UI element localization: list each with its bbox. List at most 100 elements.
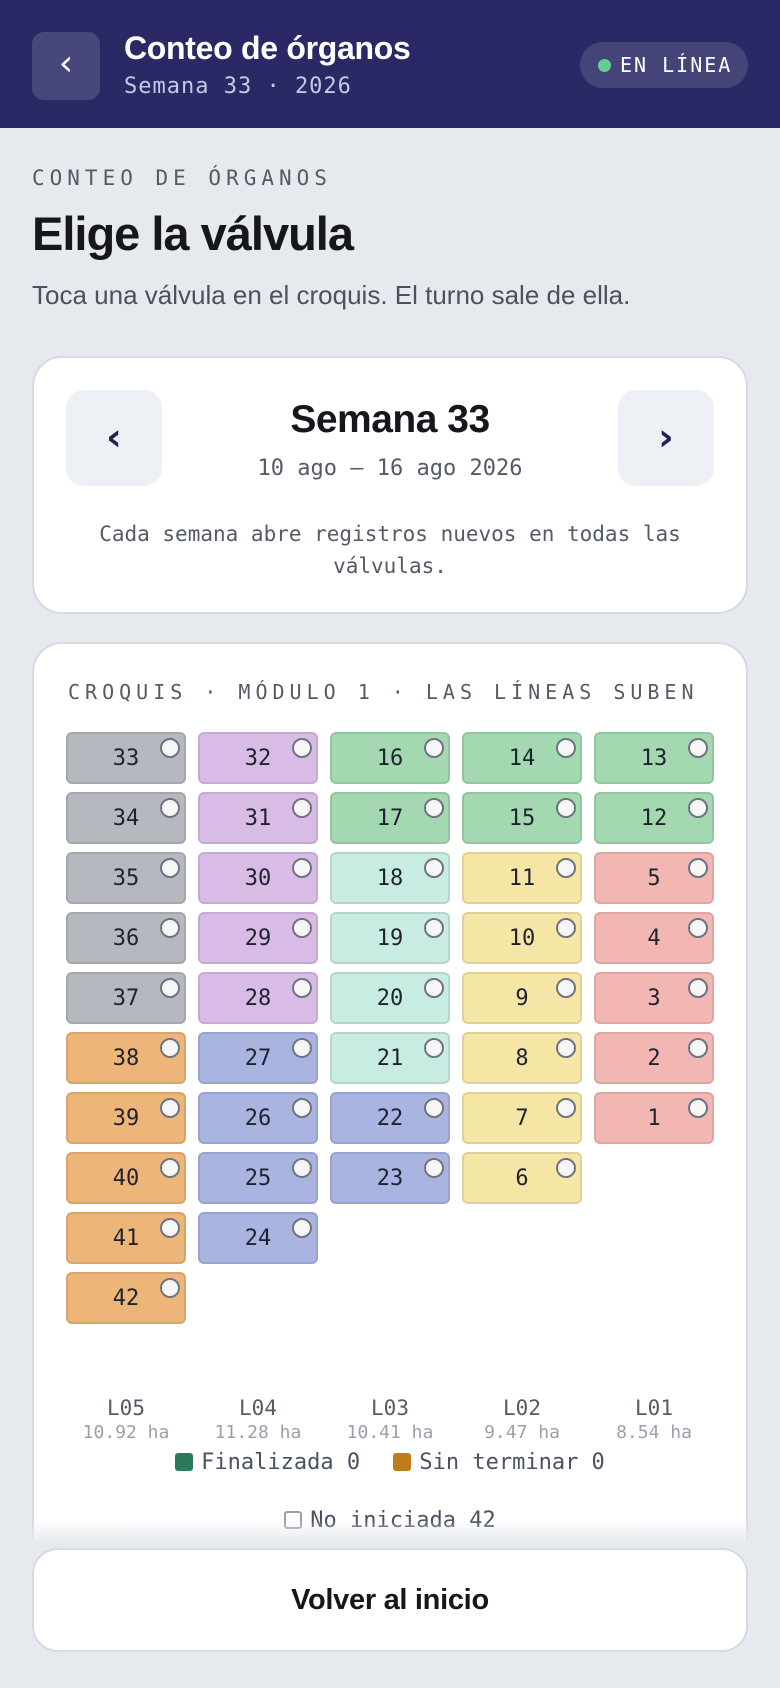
valve-number: 27 — [244, 1046, 272, 1071]
line-area-label: 10.92 ha — [82, 1422, 170, 1443]
valve-tile[interactable]: 3 — [594, 972, 714, 1024]
valve-tile[interactable]: 16 — [330, 732, 450, 784]
valve-tile[interactable]: 30 — [198, 852, 318, 904]
valve-tile[interactable]: 8 — [462, 1032, 582, 1084]
valve-tile[interactable]: 6 — [462, 1152, 582, 1204]
online-dot-icon — [598, 59, 611, 72]
week-date-range: 10 ago – 16 ago 2026 — [257, 456, 523, 481]
page-lead: Toca una válvula en el croquis. El turno… — [32, 280, 631, 310]
valve-tile[interactable]: 41 — [66, 1212, 186, 1264]
valve-tile[interactable]: 29 — [198, 912, 318, 964]
line-id-label: L03 — [371, 1396, 409, 1420]
status-ring-icon — [160, 798, 180, 818]
app-title: Conteo de órganos — [124, 30, 411, 66]
status-ring-icon — [424, 918, 444, 938]
valve-tile[interactable]: 14 — [462, 732, 582, 784]
valve-tile[interactable]: 35 — [66, 852, 186, 904]
status-ring-icon — [424, 1158, 444, 1178]
line-id-label: L04 — [239, 1396, 277, 1420]
valve-tile[interactable]: 37 — [66, 972, 186, 1024]
valve-tile[interactable]: 36 — [66, 912, 186, 964]
status-ring-icon — [556, 858, 576, 878]
status-ring-icon — [160, 1158, 180, 1178]
valve-tile[interactable]: 40 — [66, 1152, 186, 1204]
valve-number: 8 — [515, 1046, 529, 1071]
valve-number: 23 — [376, 1166, 404, 1191]
valve-tile[interactable]: 34 — [66, 792, 186, 844]
status-ring-icon — [424, 1038, 444, 1058]
legend-done-label: Finalizada 0 — [201, 1450, 361, 1475]
valve-tile[interactable]: 7 — [462, 1092, 582, 1144]
valve-tile[interactable]: 9 — [462, 972, 582, 1024]
valve-tile[interactable]: 25 — [198, 1152, 318, 1204]
valve-tile[interactable]: 5 — [594, 852, 714, 904]
valve-tile[interactable]: 19 — [330, 912, 450, 964]
valve-tile[interactable]: 1 — [594, 1092, 714, 1144]
valve-tile[interactable]: 33 — [66, 732, 186, 784]
legend-partial-label: Sin terminar 0 — [419, 1450, 605, 1475]
status-badge: EN LÍNEA — [580, 42, 748, 88]
valve-tile[interactable]: 24 — [198, 1212, 318, 1264]
line-area-label: 8.54 ha — [616, 1422, 692, 1443]
valve-number: 31 — [244, 806, 272, 831]
page-title: Elige la válvula — [32, 207, 354, 260]
valve-map: CROQUIS · MÓDULO 1 · LAS LÍNEAS SUBEN 33… — [32, 642, 748, 1688]
valve-tile[interactable]: 32 — [198, 732, 318, 784]
valve-number: 10 — [508, 926, 536, 951]
valve-tile[interactable]: 18 — [330, 852, 450, 904]
valve-number: 6 — [515, 1166, 529, 1191]
valve-number: 13 — [640, 746, 668, 771]
valve-tile[interactable]: 28 — [198, 972, 318, 1024]
week-selector: ‹ Semana 33 10 ago – 16 ago 2026 › Cada … — [32, 356, 748, 614]
back-button[interactable]: ‹ — [32, 32, 100, 100]
week-note: Cada semana abre registros nuevos en tod… — [99, 522, 681, 578]
valve-tile[interactable]: 4 — [594, 912, 714, 964]
home-button[interactable]: Volver al inicio — [32, 1548, 748, 1652]
valve-tile[interactable]: 31 — [198, 792, 318, 844]
status-ring-icon — [292, 1158, 312, 1178]
valve-tile[interactable]: 11 — [462, 852, 582, 904]
valve-tile[interactable]: 23 — [330, 1152, 450, 1204]
status-ring-icon — [292, 1218, 312, 1238]
status-ring-icon — [292, 978, 312, 998]
valve-tile[interactable]: 38 — [66, 1032, 186, 1084]
valve-tile[interactable]: 13 — [594, 732, 714, 784]
valve-tile[interactable]: 20 — [330, 972, 450, 1024]
valve-number: 22 — [376, 1106, 404, 1131]
next-week-button[interactable]: › — [618, 390, 714, 486]
status-ring-icon — [160, 1038, 180, 1058]
valve-tile[interactable]: 21 — [330, 1032, 450, 1084]
valve-tile[interactable]: 10 — [462, 912, 582, 964]
valve-tile[interactable]: 15 — [462, 792, 582, 844]
status-ring-icon — [160, 1098, 180, 1118]
valve-tile[interactable]: 22 — [330, 1092, 450, 1144]
valve-tile[interactable]: 27 — [198, 1032, 318, 1084]
status-ring-icon — [160, 1278, 180, 1298]
map-heading: CROQUIS · MÓDULO 1 · LAS LÍNEAS SUBEN — [68, 680, 699, 704]
status-ring-icon — [292, 798, 312, 818]
valve-tile[interactable]: 17 — [330, 792, 450, 844]
valve-number: 21 — [376, 1046, 404, 1071]
valve-number: 7 — [515, 1106, 529, 1131]
valve-number: 36 — [112, 926, 140, 951]
valve-tile[interactable]: 42 — [66, 1272, 186, 1324]
valve-tile[interactable]: 2 — [594, 1032, 714, 1084]
status-ring-icon — [688, 858, 708, 878]
previous-week-button[interactable]: ‹ — [66, 390, 162, 486]
line-id-label: L05 — [107, 1396, 145, 1420]
status-ring-icon — [556, 918, 576, 938]
top-bar: ‹ Conteo de órganos Semana 33 · 2026 EN … — [0, 0, 780, 128]
status-ring-icon — [424, 858, 444, 878]
status-ring-icon — [424, 738, 444, 758]
week-title: Semana 33 — [290, 398, 490, 441]
valve-tile[interactable]: 26 — [198, 1092, 318, 1144]
valve-number: 40 — [112, 1166, 140, 1191]
valve-tile[interactable]: 39 — [66, 1092, 186, 1144]
line-id-label: L02 — [503, 1396, 541, 1420]
valve-tile[interactable]: 12 — [594, 792, 714, 844]
valve-number: 42 — [112, 1286, 140, 1311]
valve-number: 33 — [112, 746, 140, 771]
status-ring-icon — [688, 1038, 708, 1058]
valve-number: 5 — [647, 866, 661, 891]
status-ring-icon — [556, 798, 576, 818]
